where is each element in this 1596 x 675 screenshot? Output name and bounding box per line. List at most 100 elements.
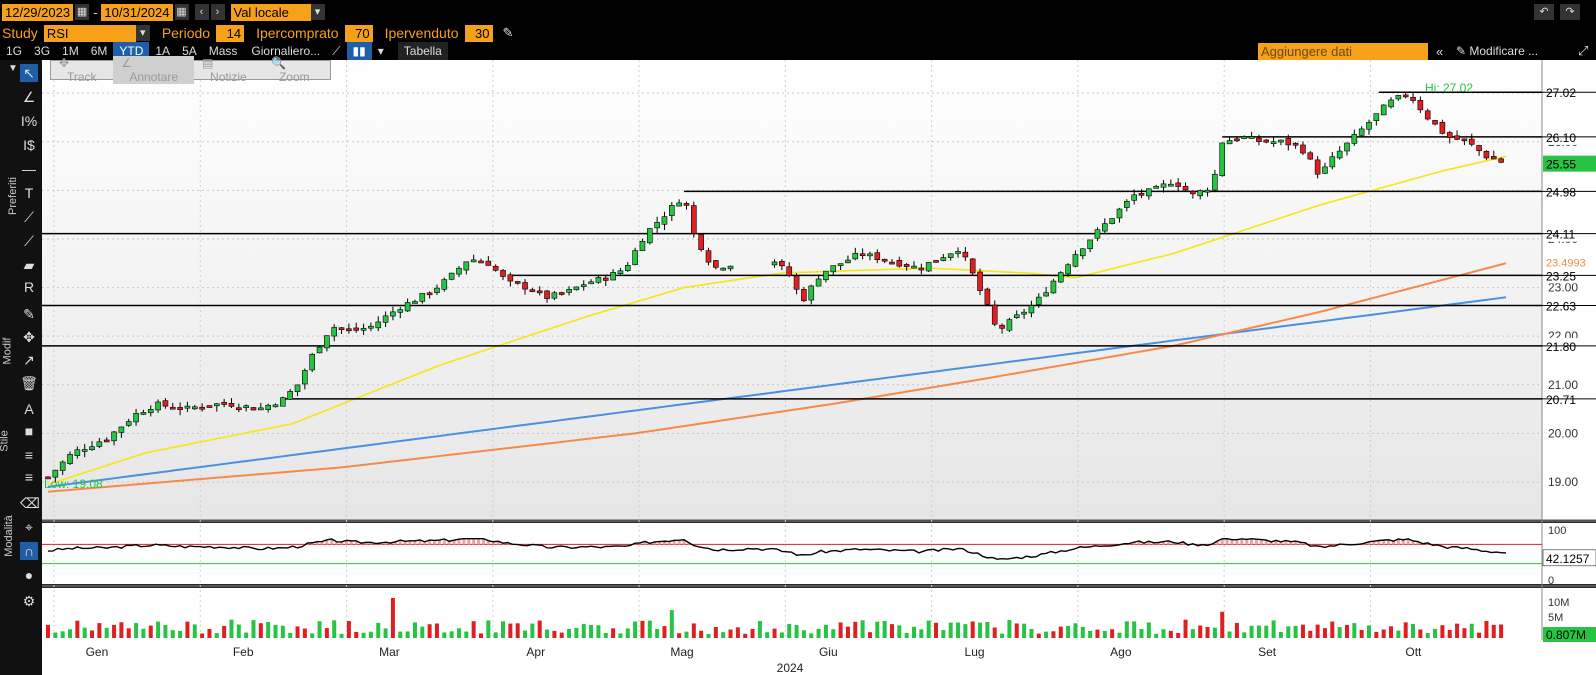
volume-bar bbox=[735, 627, 740, 638]
timeframe-1m[interactable]: 1M bbox=[62, 44, 79, 58]
ray-icon[interactable]: ⟋ bbox=[24, 233, 34, 249]
track-tool[interactable]: ✥ Track bbox=[51, 56, 113, 84]
prev-arrow-icon[interactable]: ‹ bbox=[194, 4, 209, 20]
line-chart-icon[interactable]: ⟋ bbox=[332, 44, 341, 58]
r-icon[interactable]: R bbox=[23, 279, 35, 295]
volume-bar bbox=[1264, 625, 1269, 638]
chevron-down-icon[interactable]: ▾ bbox=[135, 25, 150, 41]
chevron-down-icon[interactable]: ▾ bbox=[310, 4, 325, 20]
candle-body bbox=[45, 476, 51, 480]
news-tool[interactable]: ▤ Notizie bbox=[194, 56, 263, 84]
volume-bar bbox=[1212, 627, 1217, 638]
calendar-icon[interactable]: ▦ bbox=[75, 4, 90, 20]
percent-icon[interactable]: I% bbox=[20, 113, 38, 129]
chevron-down-icon[interactable]: ▾ bbox=[377, 44, 384, 58]
collapse-arrow-icon[interactable]: ▼ bbox=[8, 63, 18, 74]
volume-bar bbox=[1374, 631, 1379, 638]
volume-bar bbox=[911, 626, 916, 638]
channel-icon[interactable]: ▰ bbox=[23, 257, 35, 273]
period-input[interactable]: 14 bbox=[216, 24, 245, 42]
volume-bar bbox=[1396, 630, 1401, 638]
undo-icon[interactable]: ↶ bbox=[1534, 4, 1554, 20]
timeframe-5a[interactable]: 5A bbox=[182, 44, 197, 58]
redo-icon[interactable]: ↷ bbox=[1560, 4, 1580, 20]
select-icon[interactable]: ↗ bbox=[23, 352, 35, 368]
pen-icon[interactable]: ✎ bbox=[23, 306, 35, 322]
date-to-input[interactable]: 10/31/2024 bbox=[101, 3, 173, 21]
volume-bar bbox=[794, 625, 799, 638]
timeframe-mass[interactable]: Mass bbox=[208, 44, 238, 58]
frequency-select[interactable]: Giornaliero... bbox=[251, 44, 321, 58]
volume-bar bbox=[1029, 629, 1034, 638]
candle-body bbox=[536, 290, 543, 294]
candle-body bbox=[456, 267, 462, 275]
trash-icon[interactable]: 🗑 bbox=[20, 375, 38, 391]
magnet-icon[interactable]: ∩ bbox=[20, 542, 38, 560]
candle-body bbox=[236, 407, 242, 411]
line-weight-icon[interactable]: ≡ bbox=[24, 447, 34, 463]
volume-bar bbox=[934, 622, 939, 638]
timeframe-group: 1G 3G 1M 6M YTD 1A 5A Mass bbox=[0, 42, 243, 60]
fill-icon[interactable]: ■ bbox=[24, 423, 34, 439]
date-separator: - bbox=[93, 4, 98, 20]
y-tick-label: 19.00 bbox=[1548, 475, 1578, 489]
volume-bar bbox=[611, 628, 616, 638]
volume-bar bbox=[1278, 631, 1283, 638]
edit-button[interactable]: ✎ Modificare ... bbox=[1456, 44, 1539, 58]
rsi-panel-bg bbox=[42, 523, 1596, 584]
add-data-input[interactable]: Aggiungere dati bbox=[1258, 42, 1428, 60]
timeframe-3g[interactable]: 3G bbox=[34, 44, 51, 58]
hline-icon[interactable]: — bbox=[22, 161, 36, 177]
month-label: Ott bbox=[1405, 645, 1422, 659]
overbought-input[interactable]: 70 bbox=[344, 24, 373, 42]
mode-label: Modalità bbox=[2, 515, 15, 557]
candle-body bbox=[140, 412, 147, 415]
currency-select[interactable]: Val locale bbox=[230, 3, 311, 21]
expand-icon[interactable]: ⤢ bbox=[1578, 43, 1589, 58]
move-icon[interactable]: ✥ bbox=[23, 329, 35, 345]
pencil-icon[interactable]: ✎ bbox=[502, 25, 514, 40]
candle-body bbox=[896, 259, 903, 267]
crosshair-icon[interactable]: ⌖ bbox=[25, 519, 33, 535]
line-style-icon[interactable]: ≡ bbox=[24, 469, 34, 485]
next-arrow-icon[interactable]: › bbox=[210, 4, 225, 20]
collapse-icon[interactable]: « bbox=[1436, 43, 1444, 59]
zoom-tool[interactable]: 🔍 Zoom bbox=[263, 56, 330, 84]
draw-icon[interactable]: ∠ bbox=[22, 89, 36, 105]
table-button[interactable]: Tabella bbox=[397, 42, 448, 60]
level-label: 22.63 bbox=[1546, 300, 1576, 314]
date-from-input[interactable]: 12/29/2023 bbox=[2, 3, 74, 21]
volume-bar bbox=[1469, 623, 1474, 638]
candle-body bbox=[485, 260, 492, 266]
volume-bar bbox=[148, 625, 153, 638]
gear-icon[interactable]: ⚙ bbox=[22, 593, 36, 609]
candle-chart-icon[interactable]: ▮▮ bbox=[346, 42, 372, 60]
volume-bar bbox=[1352, 623, 1357, 638]
study-select[interactable]: RSI bbox=[43, 24, 136, 42]
rsi-line bbox=[47, 537, 1507, 560]
price-icon[interactable]: I$ bbox=[23, 137, 35, 153]
candle-body bbox=[691, 205, 697, 234]
volume-bar bbox=[1300, 624, 1305, 638]
candle-body bbox=[1109, 218, 1115, 224]
timeframe-1g[interactable]: 1G bbox=[6, 44, 23, 58]
text-icon[interactable]: T bbox=[24, 185, 34, 201]
font-icon[interactable]: A bbox=[24, 401, 34, 417]
volume-bar bbox=[258, 623, 263, 638]
oversold-input[interactable]: 30 bbox=[464, 24, 493, 42]
drawing-tools-box: ✥ Track ∠ Annotare ▤ Notizie 🔍 Zoom bbox=[50, 56, 331, 84]
trendline-icon[interactable]: ⟋ bbox=[24, 209, 34, 225]
timeframe-1a[interactable]: 1A bbox=[155, 44, 171, 58]
color-icon[interactable]: ● bbox=[24, 567, 34, 583]
candle-body bbox=[1358, 128, 1365, 136]
timeframe-6m[interactable]: 6M bbox=[90, 44, 108, 58]
annotate-tool[interactable]: ∠ Annotare bbox=[113, 56, 195, 84]
volume-bar bbox=[222, 625, 227, 638]
timeframe-ytd[interactable]: YTD bbox=[113, 42, 150, 60]
calendar-icon[interactable]: ▦ bbox=[174, 4, 189, 20]
eraser-icon[interactable]: ⌫ bbox=[20, 495, 40, 511]
candle-body bbox=[397, 309, 404, 313]
candle-body bbox=[867, 253, 873, 257]
volume-bar bbox=[332, 620, 337, 638]
cursor-icon[interactable]: ↖ bbox=[20, 64, 38, 82]
